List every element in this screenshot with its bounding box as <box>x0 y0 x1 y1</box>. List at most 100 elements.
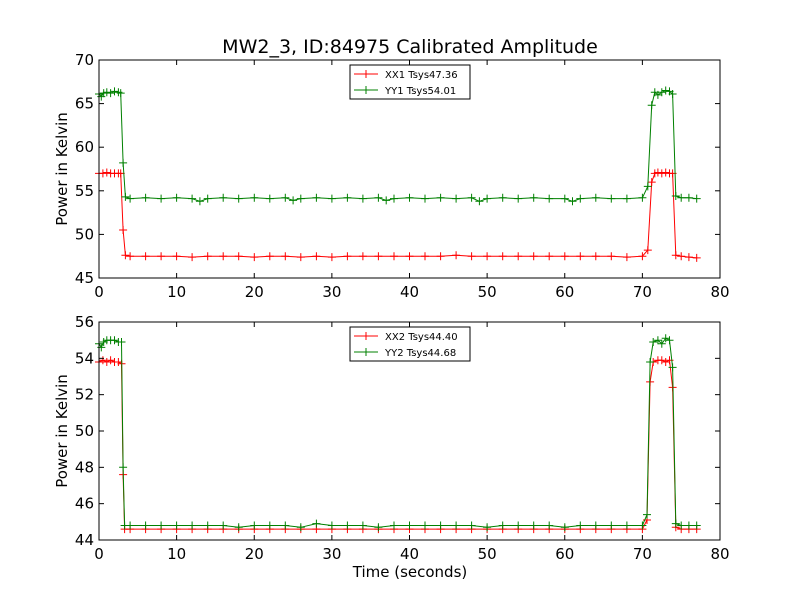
data-point-marker <box>483 523 492 532</box>
data-point-marker <box>684 193 693 202</box>
data-point-marker <box>312 519 321 528</box>
data-point-marker <box>653 336 662 345</box>
data-point-marker <box>110 87 119 96</box>
data-point-marker <box>102 168 111 177</box>
series-line <box>98 89 697 202</box>
data-point-marker <box>421 252 429 261</box>
data-point-marker <box>327 194 336 203</box>
data-point-marker <box>374 193 383 202</box>
data-point-marker <box>421 194 429 203</box>
data-point-marker <box>498 193 507 202</box>
x-tick-label: 60 <box>555 283 574 301</box>
data-point-marker <box>234 252 243 261</box>
data-point-marker <box>126 194 135 203</box>
data-point-marker <box>657 169 666 178</box>
data-point-marker <box>622 521 631 530</box>
data-point-marker <box>668 90 677 98</box>
x-tick-label: 30 <box>322 283 341 301</box>
data-point-marker <box>529 521 538 530</box>
data-point-marker <box>358 252 367 261</box>
data-point-marker <box>102 88 111 97</box>
data-point-marker <box>643 510 651 519</box>
y-tick-label: 54 <box>75 349 94 367</box>
data-point-marker <box>483 194 492 203</box>
x-tick-label: 80 <box>710 283 729 301</box>
data-point-marker <box>560 194 569 203</box>
data-point-marker <box>671 192 680 200</box>
data-point-marker <box>668 363 677 372</box>
legend-yy2-label: YY2 Tsys44.68 <box>384 348 456 359</box>
data-point-marker <box>692 253 701 262</box>
top-legend: XX1 Tsys47.36 YY1 Tsys54.01 <box>349 64 471 100</box>
y-tick-label: 50 <box>75 422 94 440</box>
data-point-marker <box>157 252 166 261</box>
x-tick-label: 50 <box>478 283 497 301</box>
top-plot-frame <box>98 59 721 279</box>
chart-title: MW2_3, ID:84975 Calibrated Amplitude <box>222 36 598 58</box>
x-tick-label: 20 <box>245 283 264 301</box>
data-point-marker <box>671 251 680 260</box>
data-point-marker <box>172 252 181 261</box>
data-point-marker <box>545 194 554 203</box>
data-point-marker <box>467 193 476 202</box>
data-point-marker <box>661 86 670 95</box>
bottom-legend-box <box>349 326 471 362</box>
series-line <box>98 359 697 530</box>
data-point-marker <box>157 194 166 203</box>
data-point-marker <box>475 197 484 206</box>
data-point-marker <box>677 521 686 530</box>
data-point-marker <box>374 252 383 261</box>
data-point-marker <box>607 521 616 530</box>
data-point-marker <box>436 193 445 202</box>
data-point-marker <box>421 521 429 530</box>
data-point-marker <box>188 253 197 262</box>
data-point-marker <box>119 158 128 167</box>
data-point-marker <box>452 521 461 530</box>
x-tick-label: 80 <box>710 545 729 563</box>
data-point-marker <box>110 336 119 345</box>
data-point-marker <box>677 193 686 202</box>
data-point-marker <box>638 521 647 530</box>
y-tick-label: 60 <box>75 138 94 156</box>
data-point-marker <box>358 194 367 203</box>
data-point-marker <box>121 251 130 260</box>
data-point-marker <box>265 194 274 203</box>
x-tick-label: 10 <box>167 283 186 301</box>
bottom-legend: XX2 Tsys44.40 YY2 Tsys44.68 <box>349 326 471 362</box>
data-point-marker <box>203 521 212 530</box>
legend-xx1-marker <box>362 70 370 78</box>
data-point-marker <box>203 252 212 261</box>
data-point-marker <box>188 194 197 203</box>
data-point-marker <box>467 521 476 530</box>
x-tick-label: 10 <box>167 545 186 563</box>
y-tick-label: 55 <box>75 182 94 200</box>
data-point-marker <box>661 358 670 366</box>
data-point-marker <box>452 194 461 203</box>
data-point-marker <box>343 521 352 530</box>
data-point-marker <box>591 521 600 530</box>
data-point-marker <box>281 252 290 261</box>
data-point-marker <box>638 252 647 261</box>
data-point-marker <box>343 193 352 202</box>
y-tick-label: 52 <box>75 386 94 404</box>
top-series-2 <box>95 86 701 206</box>
legend-yy1-marker <box>362 86 370 94</box>
x-tick-label: 30 <box>322 545 341 563</box>
data-point-marker <box>653 168 662 177</box>
data-point-marker <box>234 523 243 532</box>
data-point-marker <box>649 338 658 346</box>
bottom-series-1 <box>95 356 701 534</box>
data-point-marker <box>116 89 125 98</box>
x-tick-label: 40 <box>400 545 419 563</box>
data-point-marker <box>405 252 414 261</box>
data-point-marker <box>296 253 305 262</box>
data-point-marker <box>296 523 305 532</box>
x-tick-label: 0 <box>94 283 104 301</box>
top-legend-box <box>349 64 471 100</box>
data-point-marker <box>296 194 305 203</box>
x-tick-label: 70 <box>633 545 652 563</box>
data-point-marker <box>661 168 670 177</box>
data-point-marker <box>647 101 656 110</box>
data-point-marker <box>591 252 600 261</box>
